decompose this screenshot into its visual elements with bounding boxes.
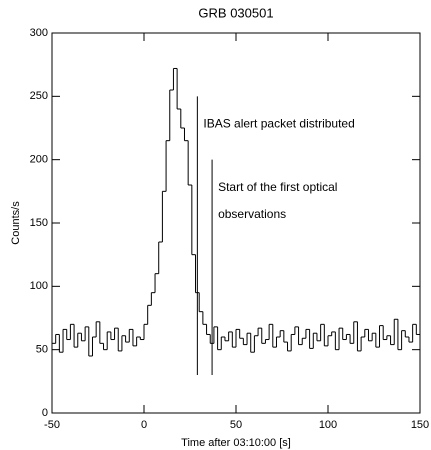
y-tick-label: 150 — [30, 217, 48, 229]
y-tick-label: 0 — [42, 407, 48, 419]
x-axis-label: Time after 03:10:00 [s] — [181, 437, 291, 449]
x-tick-label: 50 — [230, 419, 242, 431]
annotation-text: IBAS alert packet distributed — [203, 117, 354, 131]
y-tick-label: 200 — [30, 154, 48, 166]
x-tick-label: -50 — [44, 419, 60, 431]
y-axis-label: Counts/s — [10, 201, 22, 245]
annotation-text: Start of the first optical — [218, 180, 337, 194]
y-tick-label: 50 — [36, 344, 48, 356]
annotation-text: observations — [218, 207, 286, 221]
x-tick-label: 100 — [319, 419, 337, 431]
x-tick-label: 0 — [141, 419, 147, 431]
chart-title: GRB 030501 — [198, 5, 273, 20]
step-connector — [55, 68, 417, 356]
plot-frame — [51, 32, 421, 414]
y-tick-label: 100 — [30, 280, 48, 292]
x-tick-label: 150 — [411, 419, 429, 431]
y-tick-label: 250 — [30, 90, 48, 102]
y-tick-label: 300 — [30, 27, 48, 39]
